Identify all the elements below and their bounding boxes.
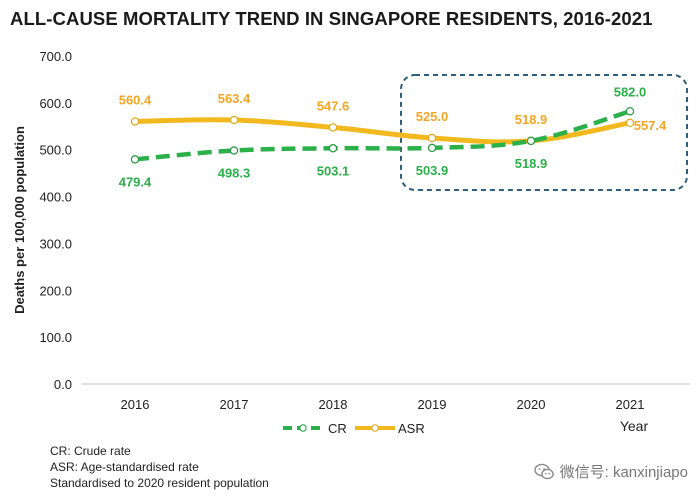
x-axis-title: Year	[620, 418, 649, 434]
asr-data-label: 547.6	[317, 98, 350, 113]
cr-point	[328, 144, 338, 153]
watermark: 微信号: kanxinjiapo	[533, 461, 688, 482]
x-tick-label: 2020	[517, 397, 546, 412]
asr-point	[130, 117, 140, 126]
cr-data-label: 518.9	[515, 156, 548, 171]
y-tick-label: 700.0	[39, 49, 72, 64]
y-tick-label: 300.0	[39, 236, 72, 251]
cr-point	[427, 143, 437, 153]
asr-data-label: 525.0	[416, 109, 449, 124]
x-tick-label: 2016	[121, 397, 150, 412]
legend-label-cr: CR	[328, 421, 347, 436]
y-tick-label: 600.0	[39, 96, 72, 111]
y-tick-label: 400.0	[39, 190, 72, 205]
cr-data-label: 479.4	[119, 174, 152, 189]
legend-label-asr: ASR	[398, 421, 425, 436]
cr-point	[229, 146, 239, 155]
y-tick-label: 200.0	[39, 283, 72, 298]
chart-title: ALL-CAUSE MORTALITY TREND IN SINGAPORE R…	[10, 8, 653, 29]
highlight-box	[400, 74, 688, 191]
y-tick-label: 100.0	[39, 330, 72, 345]
x-tick-label: 2019	[418, 397, 447, 412]
footnote-standardised: Standardised to 2020 resident population	[50, 476, 269, 490]
asr-data-label: 518.9	[515, 112, 548, 127]
legend-marker-cr	[299, 424, 307, 432]
wechat-icon	[533, 463, 554, 481]
asr-data-label: 557.4	[634, 118, 667, 133]
series-line-asr	[132, 117, 633, 145]
cr-point	[625, 107, 635, 116]
series-line-cr	[134, 109, 631, 162]
cr-data-label: 503.9	[416, 163, 449, 178]
cr-point	[130, 155, 140, 164]
asr-point	[625, 118, 635, 128]
asr-point	[229, 115, 239, 125]
y-tick-label: 0.0	[54, 377, 72, 392]
asr-data-label: 563.4	[218, 91, 251, 106]
cr-data-label: 503.1	[317, 163, 350, 178]
footnote-asr: ASR: Age-standardised rate	[50, 460, 199, 474]
asr-point	[427, 133, 437, 143]
x-tick-label: 2021	[616, 397, 645, 412]
x-tick-label: 2017	[220, 397, 249, 412]
cr-point	[526, 136, 536, 146]
y-axis-title: Deaths per 100,000 population	[12, 126, 27, 314]
watermark-text: 微信号: kanxinjiapo	[559, 464, 688, 481]
legend-marker-asr	[371, 424, 379, 432]
footnote-cr: CR: Crude rate	[50, 444, 131, 458]
cr-data-label: 582.0	[614, 84, 647, 99]
y-tick-label: 500.0	[39, 143, 72, 158]
legend: CR ASR	[283, 421, 425, 436]
asr-data-label: 560.4	[119, 92, 152, 107]
asr-point	[328, 123, 338, 132]
x-tick-label: 2018	[319, 397, 348, 412]
cr-data-label: 498.3	[218, 166, 251, 181]
